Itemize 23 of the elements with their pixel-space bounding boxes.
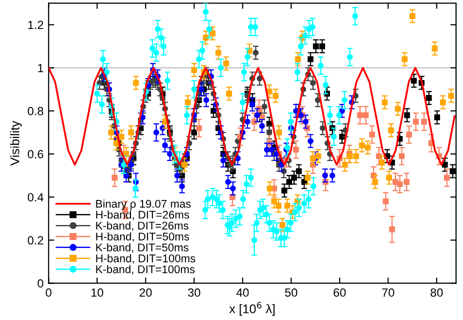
x-tick-label: 10 (91, 288, 104, 297)
y-tick-label: 0.6 (28, 150, 44, 158)
x-tick-label: 30 (188, 288, 200, 297)
legend-label: H-band, DIT=50ms (96, 232, 190, 242)
y-tick-label: 0.8 (28, 106, 44, 116)
y-tick-label: 1.2 (28, 20, 44, 30)
y-axis-title: Visibility (10, 120, 22, 166)
x-tick-label: 20 (140, 288, 152, 297)
x-tick-label: 0 (46, 288, 52, 297)
y-tick-label: 1 (38, 64, 44, 72)
x-tick-label: 60 (334, 288, 346, 297)
y-tick-label: 0.4 (28, 193, 44, 202)
legend-label: K-band, DIT=26ms (96, 221, 188, 231)
y-tick-label: 0.2 (28, 236, 44, 245)
y-tick-label: 0 (38, 279, 44, 288)
x-tick-label: 70 (382, 288, 394, 297)
legend-label: K-band, DIT=50ms (96, 243, 188, 253)
legend-label: H-band, DIT=100ms (96, 254, 196, 264)
legend-label: K-band, DIT=100ms (96, 265, 195, 275)
x-tick-label: 40 (236, 288, 249, 297)
x-tick-label: 50 (285, 288, 298, 297)
x-axis-title: x [10$^{6}$ λ] (229, 302, 275, 316)
x-tick-label: 80 (430, 288, 443, 297)
